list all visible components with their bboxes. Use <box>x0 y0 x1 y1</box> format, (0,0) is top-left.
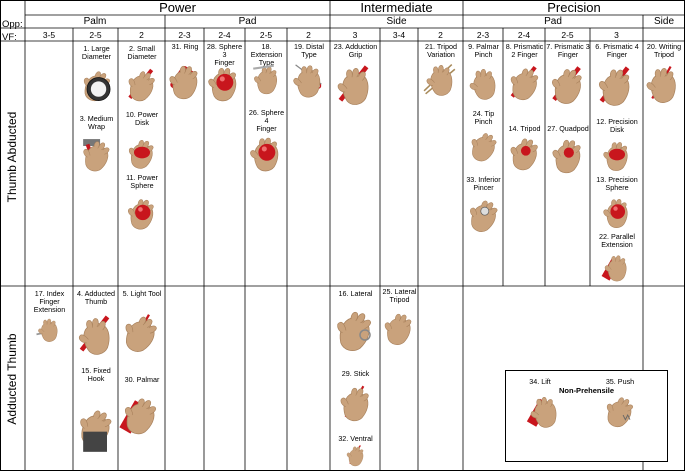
subgroup-pad-power: Pad <box>238 16 257 27</box>
non-prehensile-box: Non-Prehensile <box>505 370 668 462</box>
grasp-hand-icon <box>552 139 581 174</box>
grasp-hand-icon <box>603 142 628 171</box>
vf-value: 2 <box>438 30 443 40</box>
grasp-label: 18. Extension Type <box>250 42 283 68</box>
grasp-hand-icon <box>552 66 582 104</box>
grasp-label: 14. Tripod <box>508 124 541 133</box>
vf-value: 2 <box>306 30 311 40</box>
vf-value: 2-5 <box>89 30 102 40</box>
group-power: Power <box>159 0 196 15</box>
vf-value: 3 <box>614 30 619 40</box>
vf-value: 3-5 <box>42 30 56 40</box>
grasp-hand-icon <box>510 65 539 101</box>
grasp-hand-icon <box>83 139 110 172</box>
grasp-hand-icon <box>128 68 155 102</box>
grasp-label: 16. Lateral <box>338 289 373 298</box>
grasp-hand-icon <box>78 315 110 355</box>
group-intermediate: Intermediate <box>360 0 433 15</box>
grasp-hand-icon <box>128 140 154 169</box>
grasp-label: 6. Prismatic 4 Finger <box>595 42 639 60</box>
grasp-hand-icon <box>250 137 279 172</box>
vf-value: 2-4 <box>218 30 231 40</box>
non-prehensile-hand-icon <box>606 397 634 428</box>
vf-value: 2-3 <box>178 30 191 40</box>
grasp-hand-icon <box>510 138 538 171</box>
grasp-hand-icon <box>337 311 372 351</box>
grasp-hand-icon <box>337 65 369 105</box>
vf-value: 2-5 <box>259 30 273 40</box>
grasp-hand-icon <box>603 199 628 228</box>
grasp-label: 2. Small Diameter <box>127 44 157 62</box>
grasp-hand-icon <box>469 69 496 100</box>
grasp-label: 33. Inferior Pincer <box>466 175 501 193</box>
grasp-label: 9. Palmar Pinch <box>468 42 499 60</box>
vf-value: 2-4 <box>517 30 531 40</box>
grasp-label: 8. Prismatic 2 Finger <box>505 42 544 60</box>
grasp-hand-icon <box>125 314 157 352</box>
grasp-label: 26. Sphere 4 Finger <box>248 108 285 134</box>
group-precision: Precision <box>547 0 601 15</box>
grasp-hand-icon <box>119 398 157 435</box>
grasp-label: 19. Distal Type <box>294 42 324 60</box>
grasp-hand-icon <box>601 255 627 282</box>
opp-label: Opp: <box>2 19 23 30</box>
grasp-hand-icon <box>598 66 630 106</box>
grasp-hand-icon <box>208 68 237 102</box>
grasp-label: 22. Parallel Extension <box>599 232 635 250</box>
grasp-label: 21. Tripod Variation <box>425 42 457 60</box>
grasp-label: 24. Tip Pinch <box>472 109 495 127</box>
vf-value: 3-4 <box>392 30 406 40</box>
non-prehensile-hand-icon <box>526 397 557 428</box>
subgroup-side-precision: Side <box>653 16 674 27</box>
grasp-hand-icon <box>169 66 198 100</box>
row-label-thumb-abducted: Thumb Abducted <box>5 111 19 203</box>
grasp-hand-icon <box>384 313 412 345</box>
grasp-label: 1. Large Diameter <box>81 44 112 62</box>
grasp-label: 28. Sphere 3 Finger <box>206 42 243 68</box>
grasp-hand-icon <box>346 445 364 467</box>
non-prehensile-label: 34. Lift <box>529 377 551 386</box>
grasp-label: 5. Light Tool <box>122 289 162 298</box>
row-label-adducted-thumb: Adducted Thumb <box>5 333 19 425</box>
grasp-hand-icon <box>36 318 58 342</box>
grasp-label: 12. Precision Disk <box>596 117 638 135</box>
grasp-hand-icon <box>340 385 369 422</box>
grasp-label: 17. Index Finger Extension <box>33 289 66 315</box>
grasp-hand-icon <box>293 64 322 98</box>
grasp-label: 31. Ring <box>171 42 199 51</box>
subgroup-side-intermediate: Side <box>386 16 407 27</box>
vf-value: 3 <box>352 30 358 40</box>
grasp-hand-icon <box>80 410 112 452</box>
grasp-label: 3. Medium Wrap <box>79 114 114 132</box>
grasp-label: 25. Lateral Tripod <box>382 287 417 305</box>
grasp-hand-icon <box>128 199 154 230</box>
vf-label: VF: <box>2 32 17 43</box>
grasp-label: 10. Power Disk <box>125 110 159 128</box>
vf-value: 2-3 <box>476 30 490 40</box>
grasp-label: 32. Ventral <box>338 434 373 443</box>
grasp-hand-icon <box>646 66 676 103</box>
non-prehensile-label: 35. Push <box>605 377 635 386</box>
grasp-hand-icon <box>253 64 278 95</box>
grasp-hand-icon <box>470 200 498 232</box>
vf-value: 2-5 <box>561 30 574 40</box>
grasp-label: 23. Adduction Grip <box>333 42 378 60</box>
grasp-hand-icon <box>471 133 497 162</box>
grasp-label: 13. Precision Sphere <box>596 175 638 193</box>
non-prehensile-title: Non-Prehensile <box>558 386 614 395</box>
vf-value: 2 <box>139 30 144 40</box>
grasp-label: 7. Prismatic 3 Finger <box>546 42 590 60</box>
grasp-label: 15. Fixed Hook <box>81 366 111 384</box>
grasp-label: 30. Palmar <box>124 375 160 384</box>
grasp-label: 27. Quadpod <box>547 124 589 133</box>
subgroup-palm: Palm <box>83 16 107 27</box>
subgroup-pad-precision: Pad <box>544 16 562 27</box>
grasp-hand-icon <box>83 71 111 102</box>
grasp-label: 4. Adducted Thumb <box>77 289 115 307</box>
grasp-label: 11. Power Sphere <box>126 173 158 191</box>
grasp-label: 29. Stick <box>341 369 370 378</box>
grasp-hand-icon <box>423 64 456 96</box>
grasp-label: 20. Writing Tripod <box>646 42 682 60</box>
